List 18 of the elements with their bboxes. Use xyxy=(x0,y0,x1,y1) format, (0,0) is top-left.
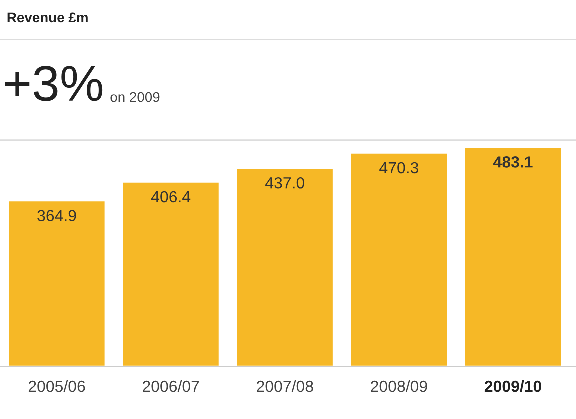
x-tick-label: 2006/07 xyxy=(143,380,200,392)
text: on 2009 xyxy=(110,92,160,102)
bar xyxy=(464,146,562,367)
bar xyxy=(8,200,106,367)
x-tick-label: 2005/06 xyxy=(28,380,86,392)
chart-title: Revenue £m xyxy=(8,12,88,23)
data-label: 364.9 xyxy=(38,210,76,222)
bar xyxy=(236,168,334,367)
x-tick-label: 2008/09 xyxy=(371,380,428,392)
bar xyxy=(350,152,448,367)
data-label: 406.4 xyxy=(151,191,191,203)
x-tick-label: 2009/10 xyxy=(484,380,542,392)
x-tick-label: 2007/08 xyxy=(257,380,314,392)
data-label: 470.3 xyxy=(380,162,418,174)
bar xyxy=(122,181,220,367)
chart-subtitle: +3% xyxy=(5,66,103,102)
data-label: 437.0 xyxy=(266,177,305,189)
data-label: 483.1 xyxy=(494,156,533,168)
